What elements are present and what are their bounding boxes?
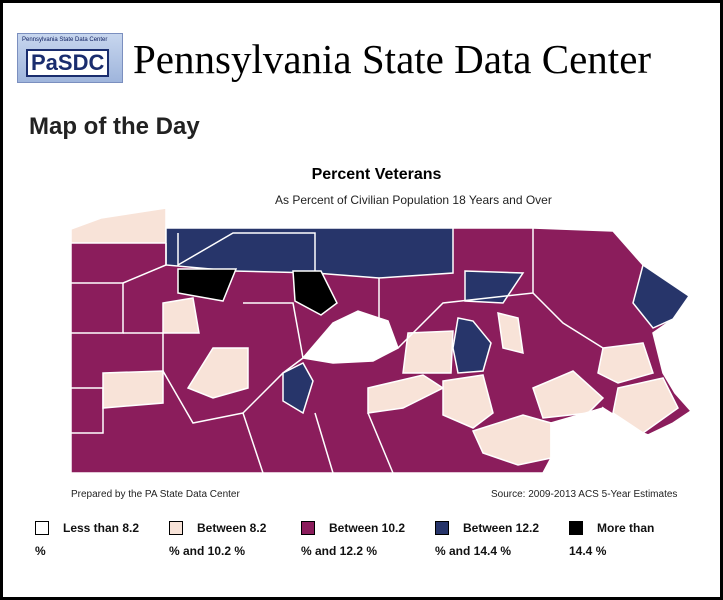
county bbox=[102, 370, 164, 409]
legend-label: Less than 8.2 bbox=[63, 521, 140, 535]
county bbox=[367, 374, 445, 414]
county-border bbox=[71, 282, 124, 334]
county bbox=[452, 317, 492, 374]
county bbox=[402, 330, 454, 374]
county bbox=[177, 268, 238, 302]
legend-label: More than bbox=[597, 521, 655, 535]
legend-item: Between 8.2 % and 10.2 % bbox=[169, 517, 266, 563]
legend-item: Between 10.2 % and 12.2 % bbox=[301, 517, 405, 563]
legend-label: Between 10.2 bbox=[329, 521, 406, 535]
legend-label: Between 8.2 bbox=[197, 521, 267, 535]
legend-swatch bbox=[35, 521, 49, 535]
county-border bbox=[242, 302, 304, 414]
section-title: Map of the Day bbox=[29, 113, 200, 140]
legend-item: Less than 8.2% bbox=[35, 517, 139, 563]
county bbox=[597, 342, 654, 384]
legend-swatch bbox=[569, 521, 583, 535]
county bbox=[186, 347, 249, 399]
county bbox=[162, 297, 200, 334]
county-border bbox=[71, 387, 104, 434]
county bbox=[301, 310, 399, 364]
county-border bbox=[314, 412, 334, 474]
county bbox=[165, 227, 454, 279]
map-subtitle: As Percent of Civilian Population 18 Yea… bbox=[275, 193, 552, 207]
legend-swatch bbox=[301, 521, 315, 535]
county bbox=[292, 270, 338, 316]
county bbox=[282, 362, 314, 415]
legend-label: Between 12.2 bbox=[463, 521, 540, 535]
legend-item: Between 12.2 % and 14.4 % bbox=[435, 517, 539, 563]
logo-text: PaSDC bbox=[26, 49, 110, 77]
legend-label: % and 10.2 % bbox=[169, 544, 246, 558]
county bbox=[442, 374, 494, 429]
site-title: Pennsylvania State Data Center bbox=[133, 36, 652, 82]
county-border bbox=[122, 243, 167, 284]
legend-item: More than 14.4 % bbox=[569, 517, 654, 563]
credit: Prepared by the PA State Data Center bbox=[71, 489, 240, 500]
legend-swatch bbox=[435, 521, 449, 535]
map bbox=[70, 207, 693, 474]
legend-label: % bbox=[35, 544, 46, 558]
county bbox=[612, 377, 679, 434]
logo-caption: Pennsylvania State Data Center bbox=[22, 37, 108, 43]
county bbox=[497, 312, 524, 354]
legend-label: % and 14.4 % bbox=[435, 544, 512, 558]
county-border bbox=[123, 332, 264, 474]
map-title: Percent Veterans bbox=[311, 166, 442, 183]
source: Source: 2009-2013 ACS 5-Year Estimates bbox=[491, 489, 678, 500]
county bbox=[601, 406, 650, 456]
county bbox=[464, 270, 525, 304]
county bbox=[532, 370, 605, 419]
legend-label: % and 12.2 % bbox=[301, 544, 378, 558]
legend-swatch bbox=[169, 521, 183, 535]
county-border bbox=[177, 232, 316, 271]
county bbox=[70, 207, 167, 244]
legend-label: 14.4 % bbox=[569, 544, 607, 558]
counties bbox=[70, 207, 693, 474]
county-border bbox=[367, 412, 394, 474]
logo: Pennsylvania State Data Center PaSDC bbox=[17, 33, 123, 83]
county bbox=[632, 263, 691, 329]
